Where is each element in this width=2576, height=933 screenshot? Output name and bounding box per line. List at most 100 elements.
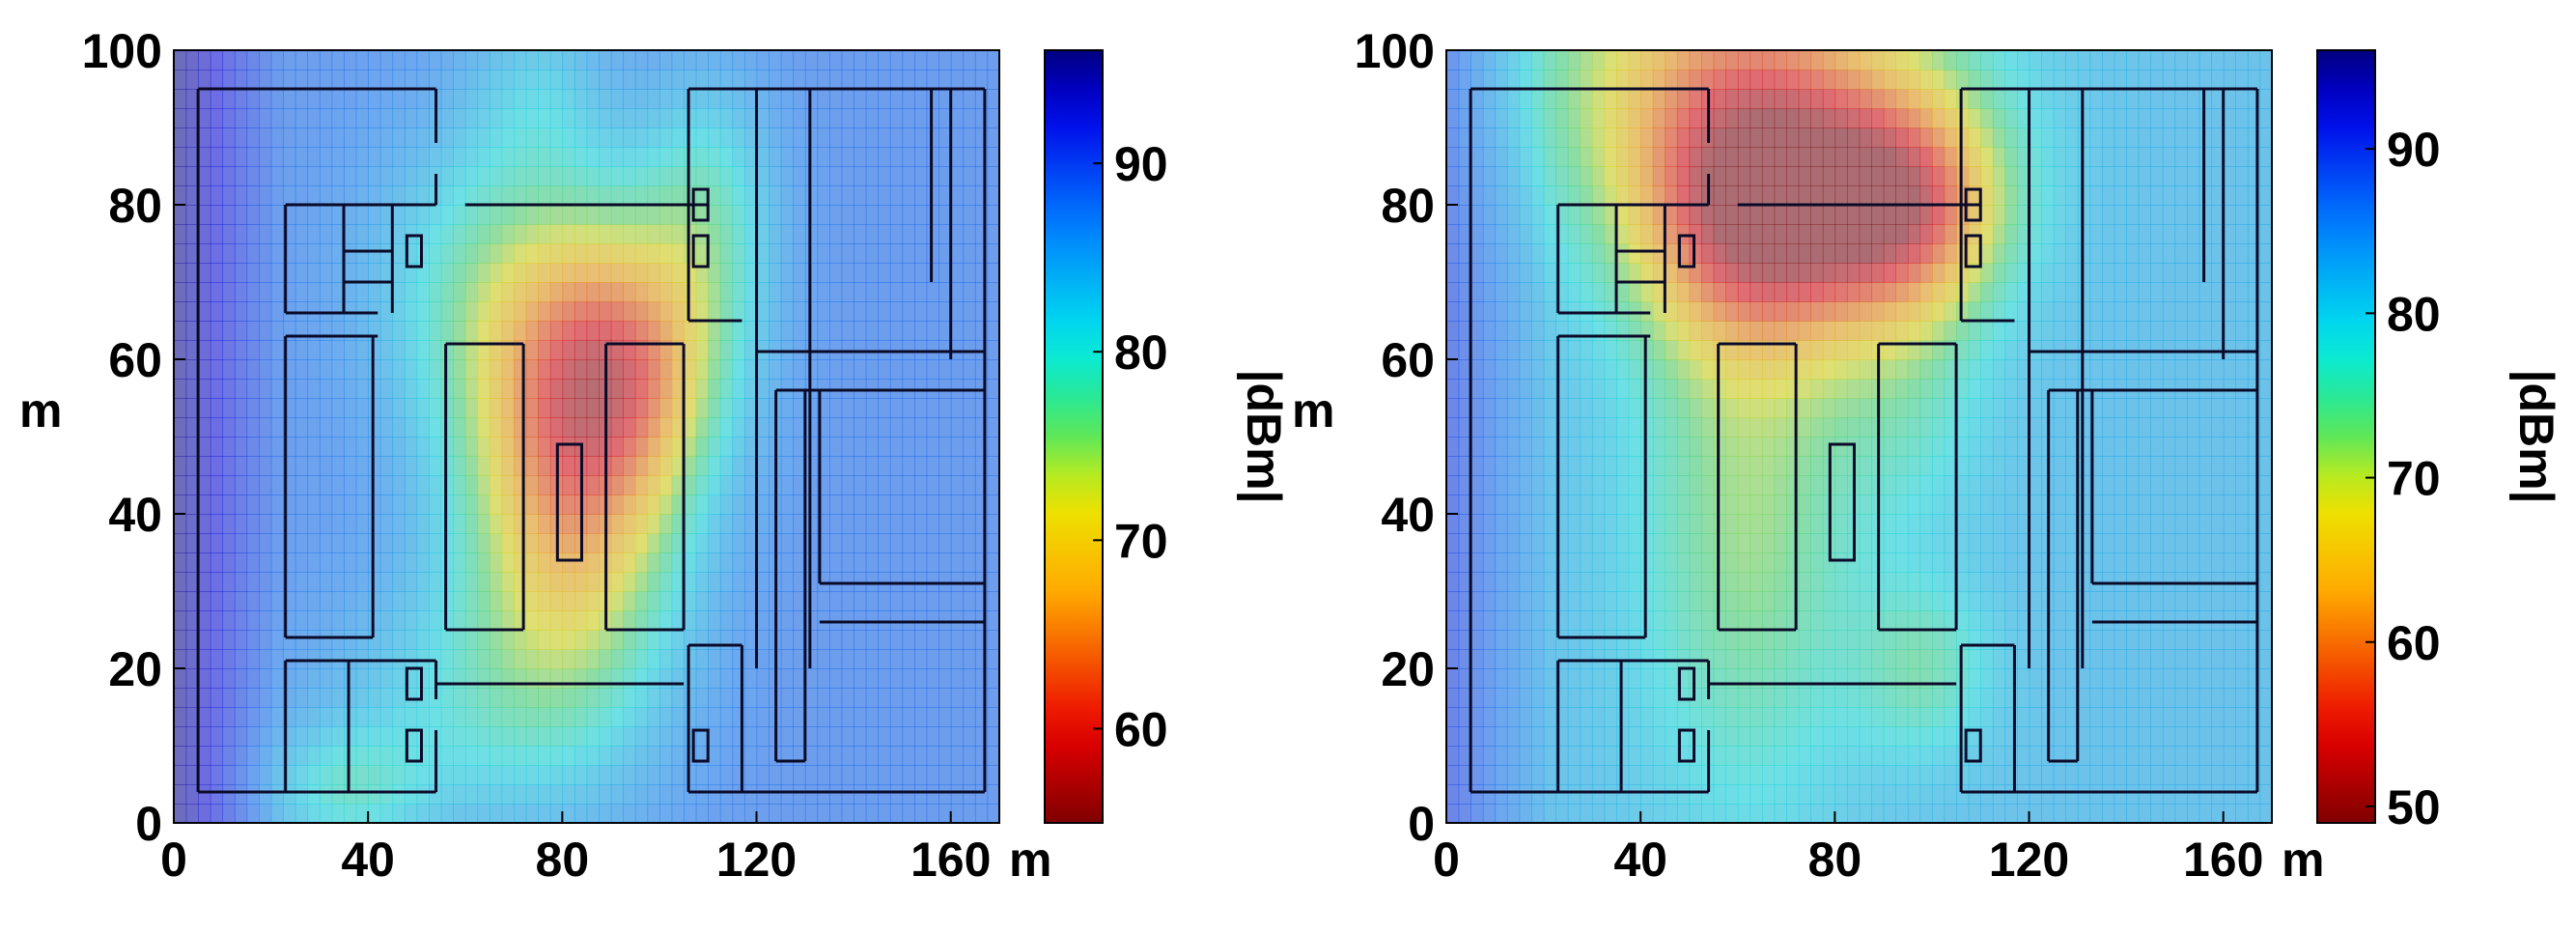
heatmap-cell: [259, 591, 272, 611]
heatmap-cell: [174, 205, 187, 225]
heatmap-cell: [210, 533, 224, 553]
heatmap-cell: [259, 746, 272, 766]
heatmap-cell: [259, 765, 272, 785]
heatmap-cell: [198, 417, 211, 438]
heatmap-cell: [174, 552, 187, 573]
heatmap-cell: [344, 784, 357, 805]
heatmap-cell: [234, 437, 248, 457]
heatmap-cell: [319, 726, 333, 747]
heatmap-cell: [331, 263, 345, 283]
heatmap-cell: [319, 417, 333, 438]
heatmap-cell: [307, 591, 321, 611]
heatmap-cell: [259, 630, 272, 650]
heatmap-cell: [319, 224, 333, 244]
heatmap-cell: [222, 591, 236, 611]
heatmap-cell: [331, 456, 345, 476]
heatmap-cell: [294, 552, 309, 573]
heatmap-cell: [198, 456, 211, 476]
heatmap-cell: [198, 668, 211, 689]
heatmap-cell: [210, 707, 224, 727]
heatmap-cell: [294, 475, 309, 495]
heatmap-cell: [174, 398, 187, 418]
heatmap-cell: [210, 688, 224, 708]
heatmap-cell: [246, 591, 260, 611]
heatmap-cell: [198, 340, 211, 360]
y-tick-label: 0: [135, 797, 162, 851]
heatmap-cell: [234, 649, 248, 669]
heatmap-cell: [210, 495, 224, 515]
heatmap-cell: [307, 552, 321, 573]
heatmap-cell: [210, 746, 224, 766]
heatmap-cell: [246, 282, 260, 302]
heatmap-cell: [234, 726, 248, 747]
heatmap-cell: [234, 379, 248, 399]
heatmap-cell: [270, 417, 284, 438]
heatmap-cell: [331, 475, 345, 495]
heatmap-cell: [259, 340, 272, 360]
heatmap-cell: [198, 379, 211, 399]
heatmap-cell: [234, 359, 248, 380]
heatmap-cell: [331, 688, 345, 708]
heatmap-cell: [246, 89, 260, 109]
heatmap-cell: [234, 224, 248, 244]
heatmap-cell: [246, 147, 260, 167]
heatmap-cell: [270, 495, 284, 515]
heatmap-cell: [210, 591, 224, 611]
heatmap-cell: [185, 514, 199, 534]
heatmap-cell: [222, 417, 236, 438]
heatmap-cell: [331, 166, 345, 186]
heatmap-cell: [185, 359, 199, 380]
heatmap-cell: [234, 495, 248, 515]
heatmap-cell: [222, 185, 236, 206]
heatmap-cell: [283, 185, 296, 206]
heatmap-cell: [259, 572, 272, 592]
heatmap-cell: [246, 50, 260, 71]
heatmap-cell: [270, 89, 284, 109]
heatmap-cell: [185, 475, 199, 495]
heatmap-cell: [222, 746, 236, 766]
heatmap-cell: [319, 127, 333, 148]
heatmap-cell: [210, 726, 224, 747]
heatmap-cell: [198, 784, 211, 805]
heatmap-cell: [294, 784, 309, 805]
heatmap-cell: [331, 185, 345, 206]
heatmap-cell: [185, 610, 199, 631]
heatmap-cell: [283, 147, 296, 167]
heatmap-cell: [294, 746, 309, 766]
heatmap-cell: [319, 301, 333, 322]
heatmap-cell: [246, 437, 260, 457]
heatmap-cell: [270, 591, 284, 611]
heatmap-cell: [270, 205, 284, 225]
heatmap-cell: [246, 495, 260, 515]
heatmap-cell: [270, 70, 284, 90]
heatmap-cell: [174, 784, 187, 805]
heatmap-cell: [319, 166, 333, 186]
heatmap-cell: [234, 282, 248, 302]
heatmap-cell: [270, 475, 284, 495]
heatmap-cell: [234, 398, 248, 418]
heatmap-cell: [307, 668, 321, 689]
heatmap-cell: [246, 630, 260, 650]
heatmap-cell: [259, 89, 272, 109]
heatmap-cell: [198, 70, 211, 90]
heatmap-cell: [294, 688, 309, 708]
heatmap-cell: [259, 282, 272, 302]
heatmap-cell: [174, 437, 187, 457]
heatmap-cell: [222, 610, 236, 631]
heatmap-cell: [246, 417, 260, 438]
heatmap-cell: [270, 688, 284, 708]
heatmap-cell: [270, 301, 284, 322]
heatmap-cell: [198, 263, 211, 283]
heatmap-cell: [270, 147, 284, 167]
heatmap-cell: [294, 437, 309, 457]
heatmap-cell: [210, 417, 224, 438]
heatmap-cell: [234, 50, 248, 71]
heatmap-cell: [234, 707, 248, 727]
heatmap-cell: [185, 688, 199, 708]
heatmap-cell: [222, 89, 236, 109]
heatmap-cell: [222, 50, 236, 71]
heatmap-cell: [294, 224, 309, 244]
heatmap-cell: [222, 668, 236, 689]
